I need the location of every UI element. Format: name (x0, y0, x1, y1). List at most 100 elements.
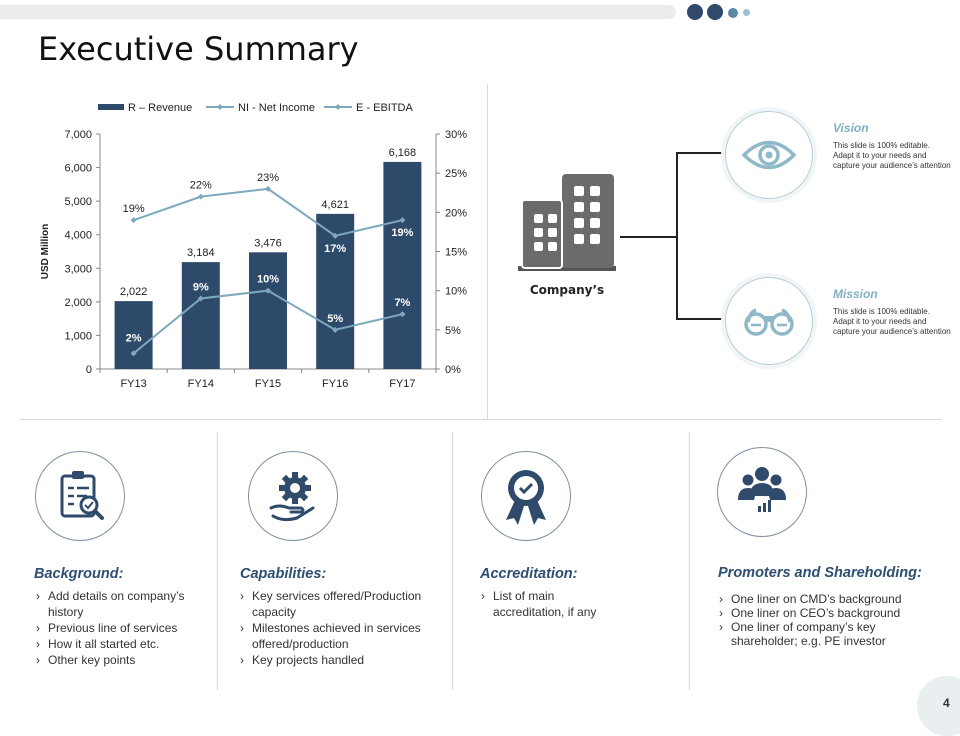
divider (217, 432, 218, 690)
background-list: Add details on company’s history Previou… (34, 588, 210, 668)
line-point (399, 217, 406, 224)
connector-line (676, 152, 723, 154)
bar (181, 262, 220, 369)
list-item: One liner of company’s key shareholder; … (717, 620, 932, 648)
legend-label: E - EBITDA (356, 102, 414, 114)
promoters-circle (717, 447, 807, 537)
line-point (197, 193, 204, 200)
page-number: 4 (943, 696, 950, 710)
accreditation-title: Accreditation: (480, 566, 578, 582)
line-value-label: 10% (257, 274, 279, 286)
y2-tick-label: 5% (445, 325, 461, 337)
bar-value-label: 4,621 (321, 199, 349, 211)
buildings-icon (518, 174, 616, 271)
y2-tick-label: 0% (445, 364, 461, 376)
list-item: Milestones achieved in services offered/… (238, 620, 444, 652)
line-point (399, 311, 406, 318)
people-chart-icon (738, 467, 786, 512)
y-tick-label: 4,000 (64, 230, 92, 242)
line-value-label: 19% (391, 227, 413, 239)
x-tick-label: FY13 (120, 378, 146, 390)
list-item: Key projects handled (238, 652, 444, 668)
y2-tick-label: 15% (445, 247, 467, 259)
line-value-label: 22% (190, 180, 212, 192)
bar-value-label: 3,476 (254, 237, 282, 249)
line-value-label: 2% (126, 332, 142, 344)
accreditation-list: List of main accreditation, if any (479, 588, 619, 620)
line-value-label: 7% (394, 297, 410, 309)
background-circle (35, 451, 125, 541)
connector-line (676, 152, 678, 320)
bar-value-label: 2,022 (120, 286, 148, 298)
background-title: Background: (34, 566, 124, 582)
list-item: Add details on company’s history (34, 588, 210, 620)
line-value-label: 23% (257, 172, 279, 184)
line-point (265, 185, 271, 192)
page-title: Executive Summary (38, 30, 359, 68)
x-tick-label: FY15 (255, 378, 281, 390)
list-item: One liner on CEO’s background (717, 606, 932, 620)
list-item: List of main accreditation, if any (479, 588, 619, 620)
y2-tick-label: 10% (445, 286, 467, 298)
y-tick-label: 6,000 (64, 163, 92, 175)
legend-label: R – Revenue (128, 102, 192, 114)
list-item: How it all started etc. (34, 636, 210, 652)
divider (20, 419, 942, 420)
clipboard-magnifier-icon (60, 471, 104, 520)
y-tick-label: 0 (86, 364, 92, 376)
legend-marker (217, 104, 223, 110)
line-value-label: 17% (324, 243, 346, 255)
capabilities-list: Key services offered/Production capacity… (238, 588, 444, 668)
bar (316, 213, 355, 369)
x-tick-label: FY16 (322, 378, 348, 390)
y-tick-label: 2,000 (64, 297, 92, 309)
y-tick-label: 3,000 (64, 263, 92, 275)
line-value-label: 9% (193, 282, 209, 294)
capabilities-title: Capabilities: (240, 566, 327, 582)
page-number-badge: 4 (917, 676, 960, 736)
y2-tick-label: 30% (445, 129, 467, 141)
y-tick-label: 5,000 (64, 196, 92, 208)
gear-hand-icon (269, 472, 315, 522)
bar-value-label: 3,184 (187, 247, 215, 259)
company-label: Company’s (529, 283, 605, 297)
line-point (332, 232, 339, 239)
legend-marker (335, 104, 341, 110)
revenue-chart: 0 1,000 2,000 3,000 4,000 5,000 6,000 7,000 0% 5%… (40, 102, 467, 390)
y2-tick-label: 20% (445, 207, 467, 219)
legend-swatch (98, 104, 124, 110)
line-value-label: 5% (327, 313, 343, 325)
line-value-label: 19% (123, 203, 145, 215)
mission-circle (725, 277, 813, 365)
connector-line (676, 318, 723, 320)
line-point (265, 287, 271, 294)
accreditation-circle (481, 451, 571, 541)
divider (452, 432, 453, 690)
list-item: Other key points (34, 652, 210, 668)
bar (249, 252, 287, 369)
y-tick-label: 1,000 (64, 330, 92, 342)
list-item: One liner on CMD’s background (717, 592, 932, 606)
decor-dot (743, 9, 750, 16)
mission-title: Mission (833, 287, 878, 301)
x-tick-label: FY14 (188, 378, 214, 390)
eye-icon (741, 140, 797, 170)
vision-text: This slide is 100% editable. Adapt it to… (833, 141, 951, 170)
mission-text: This slide is 100% editable. Adapt it to… (833, 307, 951, 336)
line-point (130, 350, 137, 357)
y2-tick-label: 25% (445, 168, 467, 180)
divider (487, 84, 488, 419)
bar (383, 161, 422, 369)
ebitda-line (133, 187, 403, 237)
connector-line (620, 236, 677, 238)
decor-dot (728, 8, 738, 18)
y-axis-title: USD Million (40, 224, 51, 280)
promoters-title: Promoters and Shareholding: (718, 565, 922, 581)
capabilities-circle (248, 451, 338, 541)
award-badge-icon (506, 470, 546, 525)
vision-circle (725, 111, 813, 199)
x-tick-label: FY17 (389, 378, 415, 390)
list-item: Key services offered/Production capacity (238, 588, 444, 620)
top-progress-bar (0, 5, 676, 19)
line-point (332, 326, 339, 333)
